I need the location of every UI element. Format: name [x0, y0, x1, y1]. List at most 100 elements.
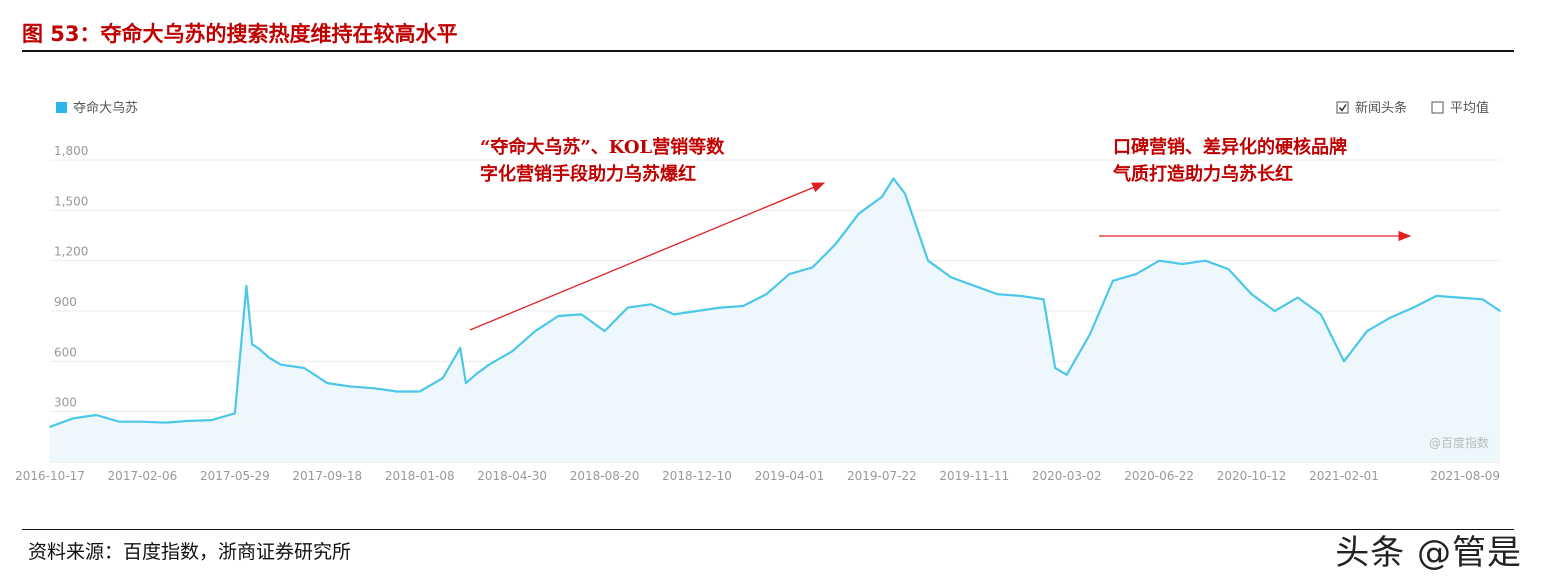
- annotation-1-line-2: 字化营销手段助力乌苏爆红: [480, 163, 696, 185]
- data-point: [649, 303, 652, 306]
- data-point: [1458, 296, 1461, 299]
- data-point: [626, 306, 629, 309]
- data-point: [834, 243, 837, 245]
- data-point: [459, 347, 462, 349]
- legend-label: 夺命大乌苏: [73, 100, 138, 116]
- data-point: [1273, 310, 1276, 312]
- x-tick-label: 2021-02-01: [1309, 469, 1379, 483]
- data-point: [1054, 367, 1057, 369]
- data-point: [49, 425, 51, 428]
- data-point: [245, 284, 248, 287]
- data-point: [349, 385, 352, 388]
- x-tick-label: 2019-07-22: [847, 469, 917, 483]
- data-point: [234, 412, 236, 415]
- series-area-fill: [50, 178, 1500, 462]
- x-tick-label: 2017-02-06: [108, 469, 178, 483]
- data-point: [1042, 298, 1045, 301]
- data-point: [441, 377, 444, 379]
- data-point: [1204, 259, 1207, 262]
- x-tick-label: 2017-05-29: [200, 469, 270, 483]
- data-point: [1019, 295, 1022, 297]
- data-point: [1088, 333, 1091, 336]
- data-point: [534, 330, 537, 332]
- x-tick-label: 2018-04-30: [477, 469, 547, 483]
- data-point: [904, 192, 906, 195]
- x-tick-label: 2019-11-11: [939, 469, 1009, 483]
- data-point: [1435, 295, 1438, 297]
- news-toggle[interactable]: 新闻头条: [1336, 100, 1407, 116]
- data-point: [488, 363, 490, 366]
- data-point: [326, 382, 329, 384]
- data-point: [465, 382, 467, 384]
- x-tick-label: 2017-09-18: [292, 469, 362, 483]
- data-point: [303, 367, 306, 369]
- data-point: [950, 276, 953, 279]
- data-point: [1227, 268, 1230, 270]
- legend-swatch: [56, 102, 67, 113]
- data-point: [210, 419, 213, 421]
- y-tick-label: 1,800: [54, 144, 88, 158]
- data-point: [788, 273, 791, 275]
- data-point: [1250, 293, 1253, 296]
- annotation-2-line-2: 气质打造助力乌苏长红: [1112, 163, 1293, 185]
- data-point: [1296, 296, 1299, 299]
- x-tick-label: 2018-01-08: [385, 469, 455, 483]
- data-point: [72, 417, 74, 420]
- x-axis-ticks: 2016-10-17 2017-02-06 2017-05-29 2017-09-18…: [15, 469, 1500, 483]
- data-point: [857, 212, 860, 215]
- y-tick-label: 1,200: [54, 245, 88, 259]
- watermark: 头条 @管是: [1335, 533, 1522, 573]
- data-point: [268, 357, 271, 359]
- annotation-2-line-1: 口碑营销、差异化的硬核品牌: [1113, 136, 1347, 158]
- data-point: [1412, 306, 1415, 309]
- data-point: [418, 390, 421, 393]
- checkmark-icon: [1338, 104, 1347, 112]
- data-point: [811, 266, 814, 269]
- source-note: 资料来源：百度指数，浙商证券研究所: [28, 541, 352, 563]
- x-tick-label: 2018-12-10: [662, 469, 732, 483]
- data-point: [95, 414, 98, 416]
- data-point: [141, 420, 144, 423]
- data-point: [765, 293, 768, 296]
- data-point: [1481, 298, 1484, 301]
- data-point: [973, 284, 976, 287]
- data-point: [881, 196, 883, 198]
- average-toggle[interactable]: 平均值: [1431, 100, 1489, 116]
- y-tick-label: 300: [54, 396, 77, 410]
- x-tick-label: 2018-08-20: [570, 469, 640, 483]
- x-tick-label: 2020-10-12: [1217, 469, 1287, 483]
- data-point: [1499, 310, 1501, 312]
- title-divider: [22, 50, 1514, 52]
- plot-area: [49, 177, 1501, 462]
- data-point: [719, 306, 721, 309]
- data-point: [603, 330, 606, 332]
- data-point: [580, 313, 583, 316]
- data-point: [511, 350, 514, 353]
- trend-arrow-rising: [469, 182, 826, 331]
- average-checkbox[interactable]: [1431, 101, 1444, 114]
- data-point: [251, 343, 254, 346]
- data-point: [673, 313, 675, 316]
- news-checkbox[interactable]: [1336, 101, 1349, 114]
- x-tick-label: 2019-04-01: [755, 469, 825, 483]
- news-toggle-label: 新闻头条: [1355, 100, 1407, 116]
- data-point: [164, 421, 167, 424]
- data-point: [1158, 259, 1161, 262]
- data-point: [118, 420, 121, 423]
- data-point: [892, 177, 895, 180]
- data-point: [1389, 316, 1392, 319]
- y-tick-label: 1,500: [54, 194, 88, 208]
- data-point: [996, 293, 999, 296]
- data-point: [696, 310, 698, 312]
- data-point: [257, 347, 259, 349]
- data-point: [1181, 263, 1184, 265]
- data-point: [927, 259, 929, 262]
- average-toggle-label: 平均值: [1450, 100, 1489, 116]
- annotation-1-line-1: “夺命大乌苏”、KOL营销等数: [480, 136, 725, 158]
- data-point: [1366, 330, 1368, 332]
- y-tick-label: 900: [54, 295, 77, 309]
- y-tick-label: 600: [54, 345, 77, 359]
- source-divider: [22, 529, 1514, 530]
- data-point: [187, 420, 190, 422]
